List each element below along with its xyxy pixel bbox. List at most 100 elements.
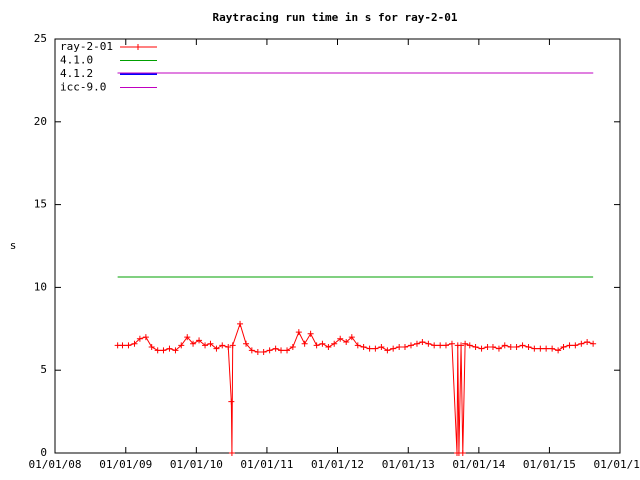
x-tick-label: 01/01/13 [382, 458, 435, 471]
point-marker [396, 344, 403, 351]
point-marker [495, 345, 502, 352]
point-marker [372, 345, 379, 352]
point-marker [413, 340, 420, 347]
point-marker [228, 398, 235, 405]
legend-label: 4.1.0 [60, 54, 93, 67]
x-tick-label: 01/01/15 [523, 458, 576, 471]
point-marker [531, 345, 538, 352]
x-tick-label: 01/01/09 [99, 458, 152, 471]
point-marker [348, 334, 355, 341]
point-marker [307, 330, 314, 337]
point-marker [142, 334, 149, 341]
point-marker [343, 339, 350, 346]
point-marker [289, 344, 296, 351]
point-marker [484, 344, 491, 351]
point-marker [190, 340, 197, 347]
point-marker [501, 342, 508, 349]
y-tick-label: 5 [40, 363, 47, 376]
point-marker [148, 344, 155, 351]
point-marker [325, 344, 332, 351]
point-marker [260, 348, 267, 355]
point-marker [578, 340, 585, 347]
legend-label: ray-2-01 [60, 40, 113, 53]
point-marker [590, 340, 597, 347]
x-tick-label: 01/01/11 [240, 458, 293, 471]
point-marker [489, 344, 496, 351]
y-tick-label: 20 [34, 115, 47, 128]
point-marker [219, 342, 226, 349]
legend-marker [135, 44, 141, 50]
point-marker [466, 342, 473, 349]
point-marker [507, 344, 514, 351]
point-marker [228, 450, 235, 456]
y-tick-label: 25 [34, 32, 47, 45]
point-marker [390, 345, 397, 352]
x-tick-label: 01/01/14 [452, 458, 505, 471]
point-marker [543, 345, 550, 352]
point-marker [384, 347, 391, 354]
point-marker [401, 344, 408, 351]
point-marker [549, 345, 556, 352]
point-marker [160, 347, 167, 354]
point-marker [378, 344, 385, 351]
point-marker [331, 340, 338, 347]
point-marker [431, 342, 438, 349]
point-marker [572, 342, 579, 349]
point-marker [119, 342, 126, 349]
x-tick-label: 01/01/08 [29, 458, 82, 471]
point-marker [425, 340, 432, 347]
x-tick-label: 01/01/16 [594, 458, 640, 471]
point-marker [196, 337, 203, 344]
series-line [117, 322, 594, 454]
y-tick-label: 15 [34, 198, 47, 211]
point-marker [184, 334, 191, 341]
point-marker [154, 347, 161, 354]
point-marker [272, 345, 279, 352]
point-marker [229, 342, 236, 349]
point-marker [442, 342, 449, 349]
point-marker [166, 345, 173, 352]
point-marker [459, 450, 466, 456]
point-marker [125, 342, 132, 349]
point-marker [513, 344, 520, 351]
point-marker [448, 340, 455, 347]
legend-label: 4.1.2 [60, 67, 93, 80]
point-marker [301, 340, 308, 347]
point-marker [555, 347, 562, 354]
point-marker [437, 342, 444, 349]
point-marker [525, 344, 532, 351]
point-marker [337, 335, 344, 342]
plot-frame [54, 38, 621, 454]
point-marker [225, 344, 232, 351]
point-marker [560, 344, 567, 351]
point-marker [478, 345, 485, 352]
point-marker [519, 342, 526, 349]
point-marker [295, 329, 302, 336]
point-marker [354, 342, 361, 349]
point-marker [254, 348, 261, 355]
point-marker [178, 342, 185, 349]
point-marker [243, 340, 250, 347]
point-marker [462, 340, 469, 347]
legend-label: icc-9.0 [60, 81, 106, 94]
point-marker [213, 345, 220, 352]
y-tick-label: 10 [34, 280, 47, 293]
point-marker [419, 339, 426, 346]
x-tick-label: 01/01/12 [311, 458, 364, 471]
point-marker [172, 347, 179, 354]
point-marker [202, 342, 209, 349]
chart-title: Raytracing run time in s for ray-2-01 [212, 11, 457, 24]
point-marker [360, 344, 367, 351]
x-tick-label: 01/01/10 [170, 458, 223, 471]
point-marker [278, 347, 285, 354]
y-axis-label: s [10, 239, 17, 252]
point-marker [266, 347, 273, 354]
point-marker [131, 340, 138, 347]
point-marker [472, 344, 479, 351]
point-marker [136, 335, 143, 342]
point-marker [207, 340, 214, 347]
point-marker [584, 339, 591, 346]
point-marker [284, 347, 291, 354]
